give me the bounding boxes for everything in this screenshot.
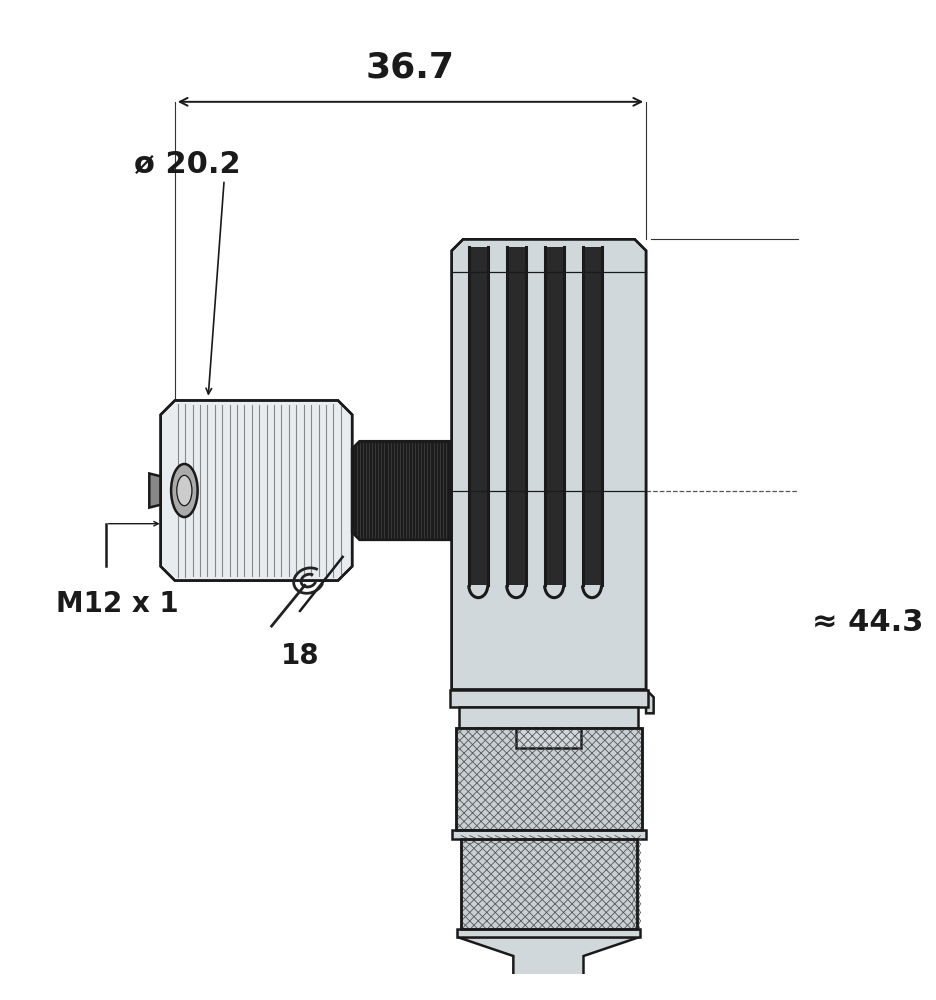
Bar — [545, 247, 562, 585]
Bar — [459, 707, 637, 728]
Polygon shape — [457, 937, 638, 1000]
Polygon shape — [352, 441, 449, 540]
Text: ≈ 44.3: ≈ 44.3 — [812, 608, 922, 637]
Bar — [583, 247, 600, 585]
Polygon shape — [451, 239, 646, 690]
Bar — [461, 839, 636, 929]
Text: ø 20.2: ø 20.2 — [134, 149, 241, 178]
Text: 36.7: 36.7 — [366, 51, 455, 85]
Bar — [449, 690, 648, 707]
Polygon shape — [646, 690, 653, 713]
Bar — [469, 247, 487, 585]
Text: M12 x 1: M12 x 1 — [56, 590, 179, 618]
Bar — [455, 728, 641, 830]
Bar — [457, 929, 639, 937]
Bar — [461, 839, 636, 929]
Text: 18: 18 — [281, 642, 319, 670]
Bar — [516, 728, 580, 748]
Bar — [507, 247, 524, 585]
Bar — [455, 728, 641, 830]
Ellipse shape — [177, 475, 192, 506]
Bar — [451, 830, 646, 839]
Polygon shape — [149, 473, 160, 508]
Polygon shape — [160, 400, 352, 581]
Ellipse shape — [171, 464, 197, 517]
